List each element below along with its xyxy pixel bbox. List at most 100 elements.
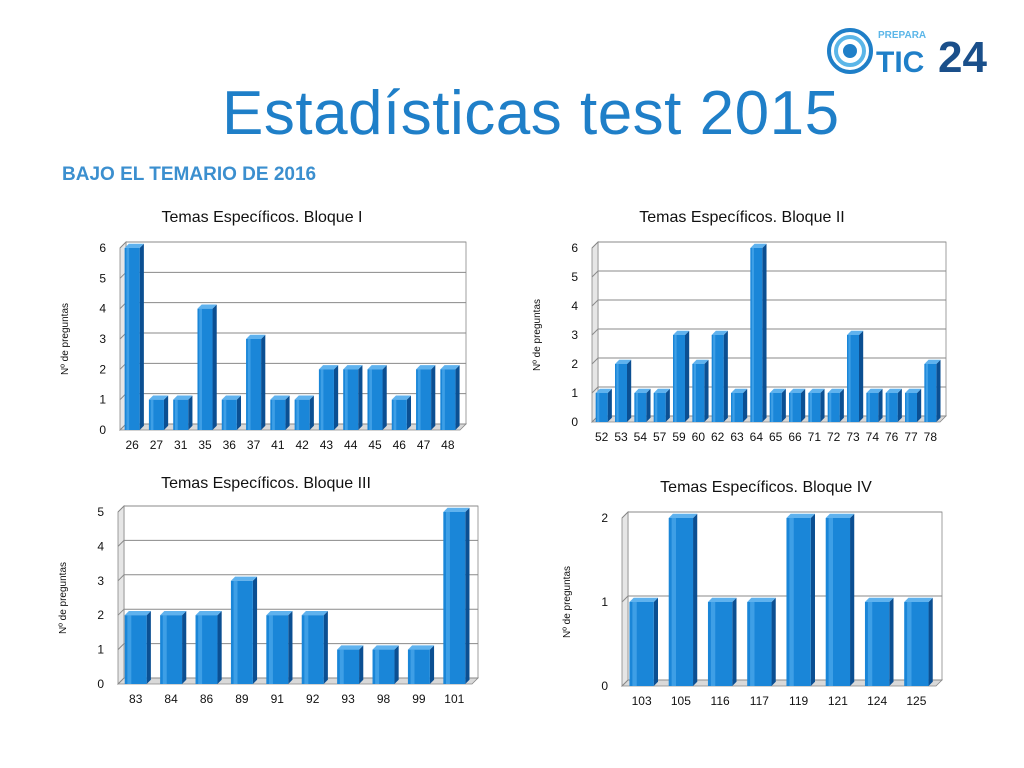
y-axis-label: Nº de preguntas <box>532 299 543 371</box>
bar <box>747 597 776 686</box>
bar <box>270 395 290 430</box>
y-tick-label: 3 <box>571 328 578 342</box>
x-tick-label: 59 <box>672 430 686 444</box>
y-axis-label: Nº de preguntas <box>58 562 69 634</box>
x-tick-label: 116 <box>711 694 730 708</box>
x-tick-label: 52 <box>595 430 609 444</box>
bar <box>731 388 748 422</box>
x-tick-label: 77 <box>904 430 918 444</box>
x-tick-label: 62 <box>711 430 725 444</box>
gridline <box>117 505 478 513</box>
x-tick-label: 105 <box>671 694 691 708</box>
bar <box>595 388 612 422</box>
bar <box>407 645 435 684</box>
bar <box>197 304 217 430</box>
bar <box>294 395 314 430</box>
x-tick-label: 72 <box>827 430 841 444</box>
chart-title: Temas Específicos. Bloque I <box>162 209 363 226</box>
x-tick-label: 45 <box>368 438 382 452</box>
y-tick-label: 1 <box>99 393 106 407</box>
bar <box>885 388 902 422</box>
x-tick-label: 78 <box>924 430 938 444</box>
gridline <box>119 241 466 249</box>
bar <box>318 365 339 430</box>
gridline <box>621 511 942 519</box>
bar <box>905 388 922 422</box>
x-tick-label: 125 <box>906 694 926 708</box>
gridline <box>117 643 478 650</box>
x-tick-label: 54 <box>634 430 648 444</box>
gridline <box>591 241 946 249</box>
x-tick-label: 89 <box>235 692 249 706</box>
y-tick-label: 1 <box>571 386 578 400</box>
bar <box>789 388 806 422</box>
x-tick-label: 103 <box>632 694 652 708</box>
bar <box>391 395 412 430</box>
y-tick-label: 0 <box>571 415 578 429</box>
x-tick-label: 73 <box>846 430 860 444</box>
x-tick-label: 92 <box>306 692 320 706</box>
x-tick-label: 98 <box>377 692 391 706</box>
x-tick-label: 86 <box>200 692 214 706</box>
target-icon <box>827 28 873 74</box>
x-tick-label: 46 <box>393 438 407 452</box>
bar <box>904 597 933 686</box>
x-tick-label: 60 <box>692 430 706 444</box>
x-tick-label: 63 <box>730 430 744 444</box>
bar <box>673 330 690 422</box>
x-tick-label: 35 <box>198 438 212 452</box>
bar <box>173 395 193 430</box>
y-tick-label: 6 <box>571 241 578 255</box>
x-tick-label: 37 <box>247 438 261 452</box>
logo-tic-text: TIC <box>876 46 924 79</box>
y-tick-label: 5 <box>571 270 578 284</box>
logo-number-text: 24 <box>938 33 987 80</box>
prepara-tic24-logo: PREPARA TIC 24 <box>826 22 1002 82</box>
gridline <box>117 608 478 616</box>
bar <box>750 243 767 422</box>
y-tick-label: 4 <box>99 302 106 316</box>
gridline <box>591 328 946 336</box>
x-tick-label: 43 <box>320 438 334 452</box>
x-tick-label: 26 <box>125 438 139 452</box>
y-tick-label: 2 <box>99 362 106 376</box>
x-tick-label: 83 <box>129 692 143 706</box>
bar <box>866 388 883 422</box>
bar <box>692 359 709 422</box>
bar <box>160 611 187 684</box>
gridline <box>591 386 946 394</box>
x-tick-label: 44 <box>344 438 358 452</box>
bar <box>246 334 266 430</box>
x-tick-label: 124 <box>867 694 887 708</box>
chart-floor <box>119 423 467 431</box>
chart-title: Temas Específicos. Bloque III <box>161 475 371 492</box>
bar <box>707 597 737 686</box>
gridline <box>591 270 946 278</box>
x-tick-label: 117 <box>750 694 769 708</box>
x-tick-label: 119 <box>789 694 808 708</box>
bar <box>711 330 728 422</box>
y-axis-label: Nº de preguntas <box>60 303 71 375</box>
y-tick-label: 2 <box>97 608 104 622</box>
y-tick-label: 4 <box>97 539 104 553</box>
gridline <box>117 574 478 582</box>
bar <box>221 395 242 430</box>
x-tick-label: 57 <box>653 430 667 444</box>
x-tick-label: 74 <box>866 430 880 444</box>
bar <box>668 513 698 686</box>
gridline <box>117 539 478 547</box>
bar <box>148 395 169 430</box>
bar <box>924 359 941 422</box>
bar <box>124 243 144 430</box>
y-tick-label: 1 <box>601 595 608 609</box>
x-tick-label: 64 <box>750 430 764 444</box>
x-tick-label: 76 <box>885 430 899 444</box>
x-tick-label: 91 <box>271 692 285 706</box>
x-tick-label: 48 <box>441 438 455 452</box>
chart-title: Temas Específicos. Bloque IV <box>660 479 872 496</box>
x-tick-label: 121 <box>828 694 848 708</box>
bar <box>808 388 825 422</box>
y-axis-label: Nº de preguntas <box>562 566 573 638</box>
bar <box>372 645 399 684</box>
bar <box>786 513 815 686</box>
